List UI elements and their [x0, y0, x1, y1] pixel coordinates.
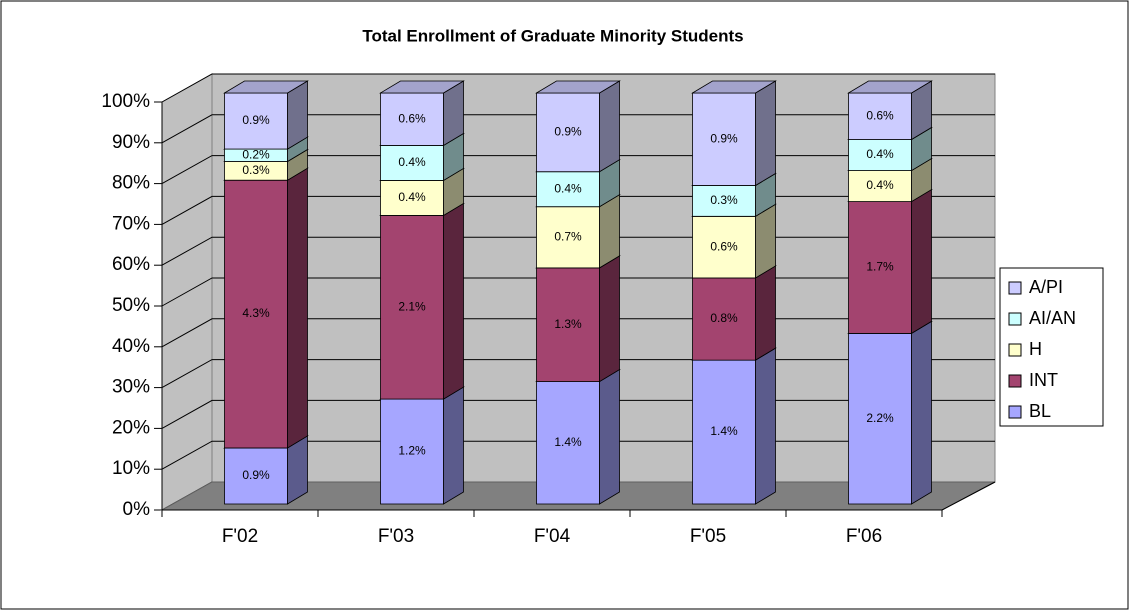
- bar-side: [287, 167, 308, 449]
- bar-segment: [848, 201, 912, 334]
- bar-side: [599, 368, 620, 505]
- grid-line: [161, 73, 995, 103]
- y-tick-label: 30%: [112, 377, 150, 398]
- data-label: 0.4%: [866, 178, 894, 192]
- bar-top: [691, 80, 777, 94]
- data-label: 0.6%: [398, 111, 426, 125]
- y-tick-label: 10%: [112, 458, 150, 479]
- data-label: 0.4%: [398, 190, 426, 204]
- y-tick-label: 70%: [112, 213, 150, 234]
- bar-segment: [536, 206, 600, 269]
- x-tick-label: F'06: [846, 526, 882, 547]
- bar-side: [755, 203, 776, 279]
- bar-segment: [380, 215, 444, 400]
- x-tick-label: F'04: [534, 526, 571, 547]
- data-label: 0.4%: [398, 155, 426, 169]
- legend-swatch: [1008, 281, 1022, 295]
- data-label: 1.2%: [398, 444, 426, 458]
- bar-side: [599, 255, 620, 383]
- data-label: 4.3%: [242, 306, 270, 320]
- bar-side: [755, 80, 776, 187]
- legend-label: BL: [1029, 401, 1051, 421]
- bar-segment: [692, 185, 756, 217]
- bar-segment: [848, 332, 912, 505]
- bar-side: [755, 347, 776, 505]
- data-label: 0.4%: [554, 181, 582, 195]
- data-label: 1.4%: [554, 435, 582, 449]
- data-label: 0.9%: [554, 125, 582, 139]
- bar-segment: [536, 171, 600, 208]
- bar-side: [599, 80, 620, 173]
- y-tick-label: 90%: [112, 132, 150, 153]
- data-label: 0.3%: [242, 163, 270, 177]
- y-tick-label: 80%: [112, 173, 150, 194]
- data-label: 2.1%: [398, 299, 426, 313]
- legend-swatch: [1008, 312, 1022, 326]
- bar-segment: [692, 277, 756, 361]
- bar-side: [599, 193, 620, 269]
- x-tick-label: F'02: [222, 526, 258, 547]
- bar-segment: [536, 92, 600, 173]
- legend-swatch: [1008, 374, 1022, 388]
- bar-segment: [692, 92, 756, 186]
- y-tick-label: 60%: [112, 254, 150, 275]
- chart-title: Total Enrollment of Graduate Minority St…: [362, 26, 743, 45]
- bar-side: [911, 320, 932, 505]
- bar-segment: [224, 179, 288, 449]
- bar-side: [443, 386, 464, 505]
- data-label: 1.7%: [866, 260, 894, 274]
- data-label: 1.3%: [554, 317, 582, 331]
- bar-segment: [536, 267, 600, 382]
- y-tick-label: 100%: [101, 91, 150, 112]
- data-label: 0.6%: [710, 239, 738, 253]
- bar-segment: [380, 180, 444, 216]
- bar-segment: [848, 139, 912, 171]
- bar-segment: [380, 145, 444, 181]
- bar-segment: [848, 170, 912, 202]
- data-label: 0.9%: [710, 131, 738, 145]
- data-label: 0.9%: [242, 468, 270, 482]
- bar-segment: [380, 398, 444, 505]
- bar-top: [223, 80, 309, 94]
- data-label: 0.9%: [242, 113, 270, 127]
- y-tick-label: 50%: [112, 295, 150, 316]
- bar-segment: [380, 92, 444, 146]
- bar-segment: [692, 359, 756, 505]
- data-label: 0.6%: [866, 108, 894, 122]
- data-label: 2.2%: [866, 411, 894, 425]
- bar-segment: [848, 92, 912, 140]
- data-label: 0.2%: [242, 147, 270, 161]
- bar-side: [443, 202, 464, 400]
- bar-segment: [536, 381, 600, 505]
- y-tick-label: 40%: [112, 336, 150, 357]
- x-tick-label: F'05: [690, 526, 726, 547]
- legend-label: INT: [1029, 370, 1058, 390]
- bar-top: [379, 80, 465, 94]
- legend-swatch: [1008, 343, 1022, 357]
- bar-side: [755, 265, 776, 361]
- y-tick-label: 0%: [123, 499, 151, 520]
- data-label: 1.4%: [710, 424, 738, 438]
- data-label: 0.8%: [710, 311, 738, 325]
- y-tick-label: 20%: [112, 417, 150, 438]
- data-label: 0.4%: [866, 147, 894, 161]
- bar-top: [847, 80, 933, 94]
- bar-segment: [224, 447, 288, 505]
- x-tick-label: F'03: [378, 526, 414, 547]
- legend-label: H: [1029, 339, 1042, 359]
- legend-swatch: [1008, 405, 1022, 419]
- legend-label: A/PI: [1029, 277, 1063, 297]
- legend-label: AI/AN: [1029, 308, 1076, 328]
- bar-top: [535, 80, 621, 94]
- bar-side: [911, 188, 932, 335]
- x-axis-depth: [941, 481, 996, 511]
- data-label: 0.7%: [554, 229, 582, 243]
- data-label: 0.3%: [710, 193, 738, 207]
